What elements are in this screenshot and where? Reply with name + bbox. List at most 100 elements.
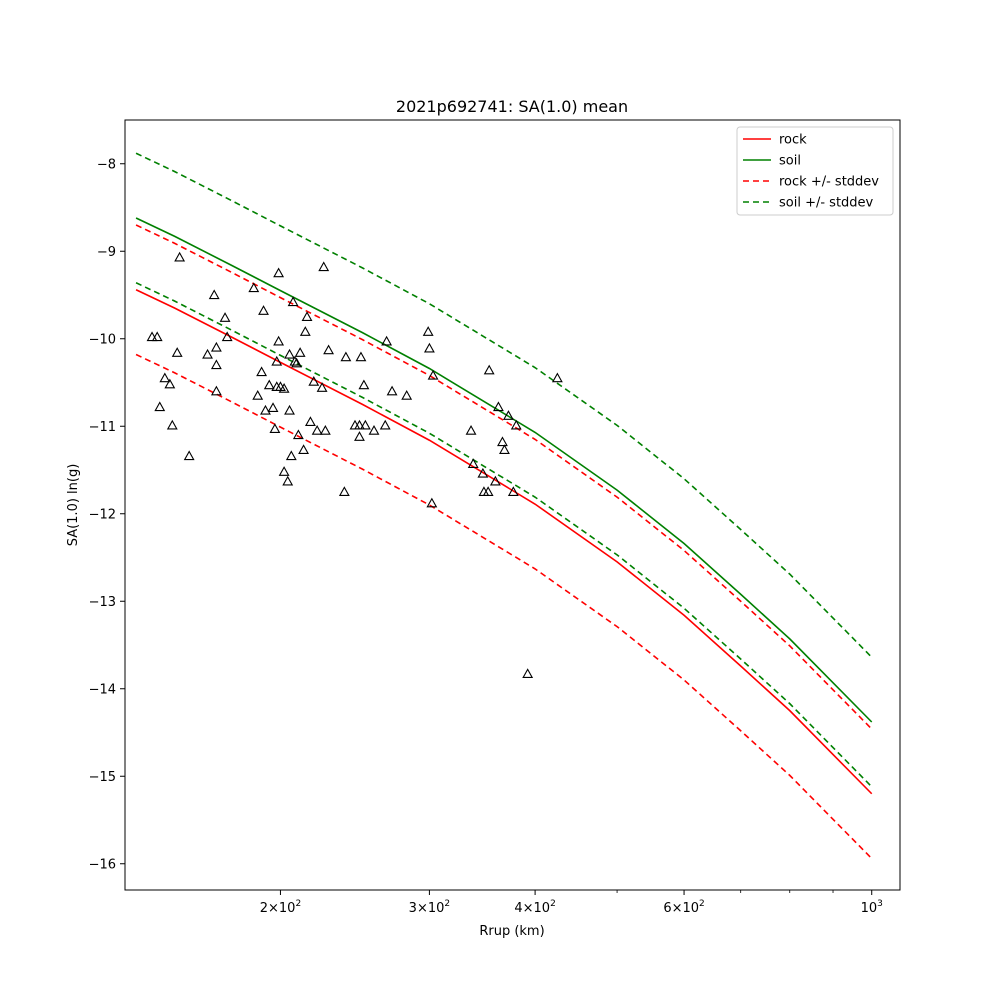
- observation-point: [340, 351, 352, 362]
- observation-point: [273, 335, 285, 346]
- observation-point: [252, 389, 264, 400]
- legend-entry-label: soil +/- stddev: [779, 196, 874, 211]
- observation-point: [354, 419, 365, 430]
- observation-point: [285, 450, 297, 461]
- observations-group: [146, 251, 563, 679]
- observation-point: [301, 311, 313, 322]
- observation-point: [284, 404, 295, 415]
- observation-point: [489, 475, 501, 486]
- observation-point: [159, 372, 171, 383]
- x-tick-label: 4×102: [514, 899, 555, 916]
- observation-point: [208, 289, 220, 300]
- observation-point: [260, 404, 271, 415]
- observation-point: [503, 410, 514, 420]
- observation-point: [291, 357, 303, 368]
- legend-entry-label: soil: [779, 154, 801, 169]
- observation-point: [510, 419, 522, 430]
- plot-frame: [124, 119, 901, 891]
- x-tick-label: 6×102: [663, 899, 704, 916]
- observation-point: [202, 348, 213, 359]
- observation-point: [304, 416, 316, 427]
- observation-point: [210, 359, 222, 370]
- series-soil-line: [135, 217, 873, 723]
- observation-point: [256, 366, 268, 377]
- observation-point: [258, 305, 269, 315]
- observation-point: [359, 419, 371, 430]
- observation-point: [423, 342, 435, 353]
- observation-point: [551, 372, 563, 383]
- y-tick-label: −16: [89, 857, 116, 872]
- observation-point: [287, 296, 299, 307]
- observation-point: [338, 486, 350, 497]
- observation-point: [248, 282, 260, 293]
- y-tick-label: −10: [89, 332, 116, 347]
- observation-point: [467, 458, 479, 469]
- legend-entry-label: rock: [779, 133, 807, 148]
- observation-point: [386, 385, 398, 396]
- observation-point: [221, 331, 233, 342]
- y-tick-label: −14: [89, 682, 116, 697]
- observation-point: [401, 389, 413, 400]
- observation-point: [379, 419, 391, 430]
- observation-point: [465, 424, 477, 435]
- observation-point: [146, 331, 158, 342]
- observation-point: [422, 326, 434, 336]
- series-rock-stddev-lower-line: [135, 353, 873, 860]
- observation-point: [269, 423, 281, 434]
- observation-point: [174, 251, 186, 262]
- observation-point: [278, 382, 290, 393]
- series-soil-stddev-lower-line: [135, 282, 873, 788]
- observation-point: [171, 347, 183, 357]
- observation-point: [210, 341, 222, 352]
- chart-title: 2021p692741: SA(1.0) mean: [396, 97, 628, 116]
- x-axis: 2×102 3×102 4×102 6×102 103: [260, 890, 883, 916]
- legend: rock soil rock +/- stddev soil +/- stddev: [736, 126, 894, 216]
- observation-point: [477, 467, 489, 478]
- plot-area: [124, 119, 901, 891]
- observation-point: [522, 668, 534, 679]
- observation-point: [166, 419, 178, 430]
- observation-point: [427, 369, 439, 380]
- observation-point: [299, 326, 311, 336]
- series-rock-line: [135, 289, 873, 795]
- series-soil-stddev-upper-line: [135, 152, 873, 658]
- observation-point: [289, 355, 301, 366]
- x-tick-label: 3×102: [409, 899, 450, 916]
- x-axis-label: Rrup (km): [479, 924, 544, 939]
- observation-point: [497, 436, 508, 447]
- observation-point: [318, 261, 330, 272]
- x-tick-label: 2×102: [260, 899, 301, 916]
- observation-point: [183, 450, 195, 461]
- observation-point: [273, 267, 285, 278]
- observation-point: [355, 351, 367, 362]
- observation-point: [292, 429, 304, 440]
- legend-entry-label: rock +/- stddev: [779, 175, 879, 190]
- observation-point: [368, 424, 380, 435]
- observation-point: [282, 475, 294, 486]
- y-axis-label: SA(1.0) ln(g): [66, 464, 81, 547]
- observation-point: [354, 431, 365, 441]
- y-tick-label: −13: [89, 595, 116, 610]
- observation-point: [319, 424, 331, 435]
- observation-point: [219, 312, 231, 322]
- observation-point: [492, 401, 504, 412]
- legend-box: [736, 126, 894, 216]
- observation-point: [311, 424, 323, 435]
- observation-point: [298, 444, 310, 455]
- observation-point: [267, 402, 279, 413]
- observation-point: [499, 444, 510, 455]
- observation-point: [316, 382, 328, 392]
- observation-point: [294, 347, 306, 357]
- observation-point: [381, 335, 393, 346]
- y-axis: −8 −9 −10 −11 −12 −13 −14 −15 −16: [89, 157, 125, 872]
- y-tick-label: −8: [97, 157, 116, 172]
- observation-point: [323, 344, 335, 355]
- observation-point: [483, 364, 495, 375]
- observation-point: [154, 401, 166, 412]
- x-tick-label: 103: [861, 899, 883, 916]
- observation-point: [507, 486, 519, 497]
- observation-point: [358, 379, 370, 390]
- observation-point: [482, 486, 494, 497]
- observation-point: [278, 466, 290, 476]
